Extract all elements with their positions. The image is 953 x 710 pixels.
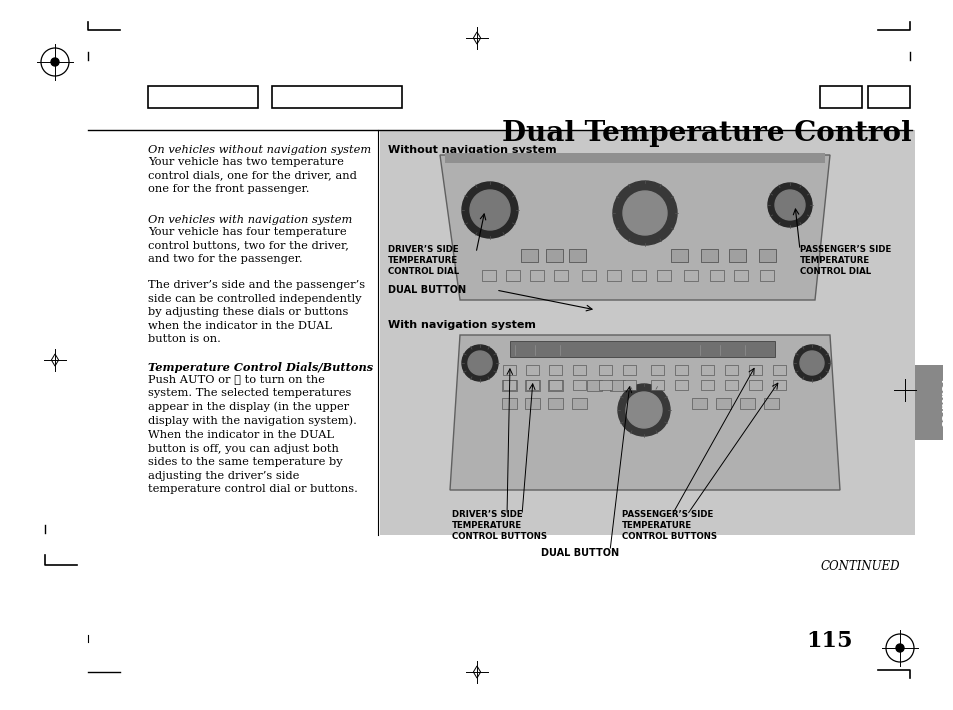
Circle shape (625, 392, 661, 428)
Bar (586, 380, 601, 391)
Circle shape (470, 190, 510, 230)
Bar (548, 365, 561, 375)
Text: Push AUTO or Ⓢ to turn on the
system. The selected temperatures
appear in the di: Push AUTO or Ⓢ to turn on the system. Th… (148, 374, 357, 494)
Bar (867, 86, 909, 108)
Text: DRIVER’S SIDE
TEMPERATURE
CONTROL BUTTONS: DRIVER’S SIDE TEMPERATURE CONTROL BUTTON… (452, 510, 547, 541)
Bar (573, 365, 585, 375)
Bar (548, 380, 561, 390)
Bar (568, 249, 585, 262)
Bar (675, 365, 687, 375)
Text: The driver’s side and the passenger’s
side can be controlled independently
by ad: The driver’s side and the passenger’s si… (148, 280, 365, 344)
Bar (650, 365, 663, 375)
Bar (573, 380, 585, 390)
Circle shape (774, 190, 804, 220)
Polygon shape (450, 335, 840, 490)
Text: DUAL BUTTON: DUAL BUTTON (540, 548, 618, 558)
Bar (631, 270, 645, 281)
Bar (148, 86, 257, 108)
Circle shape (767, 183, 811, 227)
Bar (530, 270, 543, 281)
Bar (444, 153, 824, 163)
Bar (716, 398, 730, 409)
Text: With navigation system: With navigation system (388, 320, 536, 330)
Text: On vehicles with navigation system: On vehicles with navigation system (148, 215, 352, 225)
Bar (501, 398, 517, 409)
Bar (581, 270, 596, 281)
Circle shape (622, 191, 666, 235)
Bar (724, 380, 738, 390)
Circle shape (895, 644, 903, 652)
Bar (691, 398, 706, 409)
Bar (772, 380, 785, 390)
Bar (598, 365, 612, 375)
Bar (820, 86, 862, 108)
Bar (622, 380, 636, 390)
Text: Without navigation system: Without navigation system (388, 145, 556, 155)
Bar (760, 270, 773, 281)
Bar (733, 270, 747, 281)
Bar (510, 341, 774, 357)
Circle shape (618, 384, 669, 436)
Bar (547, 398, 562, 409)
Text: 115: 115 (806, 630, 852, 652)
Text: Features: Features (937, 379, 947, 427)
Circle shape (461, 345, 497, 381)
Text: Your vehicle has two temperature
control dials, one for the driver, and
one for : Your vehicle has two temperature control… (148, 157, 356, 195)
Bar (763, 398, 779, 409)
Text: DUAL BUTTON: DUAL BUTTON (388, 285, 466, 295)
Bar (547, 380, 562, 391)
Bar (728, 249, 745, 262)
Text: Dual Temperature Control: Dual Temperature Control (502, 120, 911, 147)
Bar (748, 380, 761, 390)
Bar (709, 270, 723, 281)
Bar (609, 380, 624, 391)
Bar (772, 365, 785, 375)
Bar (724, 365, 738, 375)
Bar (748, 365, 761, 375)
Bar (914, 365, 942, 440)
Bar (501, 380, 517, 391)
Bar (657, 270, 670, 281)
Bar (650, 380, 663, 390)
Polygon shape (439, 155, 829, 300)
Circle shape (51, 58, 59, 66)
Bar (683, 270, 698, 281)
Circle shape (793, 345, 829, 381)
Bar (272, 86, 401, 108)
Bar (700, 380, 713, 390)
Text: Your vehicle has four temperature
control buttons, two for the driver,
and two f: Your vehicle has four temperature contro… (148, 227, 349, 264)
Text: PASSENGER’S SIDE
TEMPERATURE
CONTROL DIAL: PASSENGER’S SIDE TEMPERATURE CONTROL DIA… (800, 245, 890, 276)
Bar (598, 380, 612, 390)
Bar (606, 270, 620, 281)
Bar (524, 398, 539, 409)
Bar (481, 270, 496, 281)
Text: On vehicles without navigation system: On vehicles without navigation system (148, 145, 371, 155)
Bar (670, 249, 687, 262)
Circle shape (800, 351, 823, 375)
Bar (525, 365, 538, 375)
Bar (675, 380, 687, 390)
Text: CONTINUED: CONTINUED (820, 560, 899, 573)
Circle shape (468, 351, 492, 375)
Bar (505, 270, 519, 281)
Text: PASSENGER’S SIDE
TEMPERATURE
CONTROL BUTTONS: PASSENGER’S SIDE TEMPERATURE CONTROL BUT… (621, 510, 717, 541)
Bar (572, 398, 586, 409)
Bar (502, 365, 516, 375)
Bar (524, 380, 539, 391)
Bar (759, 249, 775, 262)
Text: DRIVER’S SIDE
TEMPERATURE
CONTROL DIAL: DRIVER’S SIDE TEMPERATURE CONTROL DIAL (388, 245, 458, 276)
Bar (525, 380, 538, 390)
Bar (502, 380, 516, 390)
Bar (554, 270, 567, 281)
Bar (545, 249, 562, 262)
Bar (740, 398, 754, 409)
Bar (622, 365, 636, 375)
Bar (379, 130, 914, 535)
Bar (700, 365, 713, 375)
Circle shape (613, 181, 677, 245)
Bar (520, 249, 537, 262)
Text: Temperature Control Dials/Buttons: Temperature Control Dials/Buttons (148, 362, 373, 373)
Bar (700, 249, 718, 262)
Circle shape (461, 182, 517, 238)
